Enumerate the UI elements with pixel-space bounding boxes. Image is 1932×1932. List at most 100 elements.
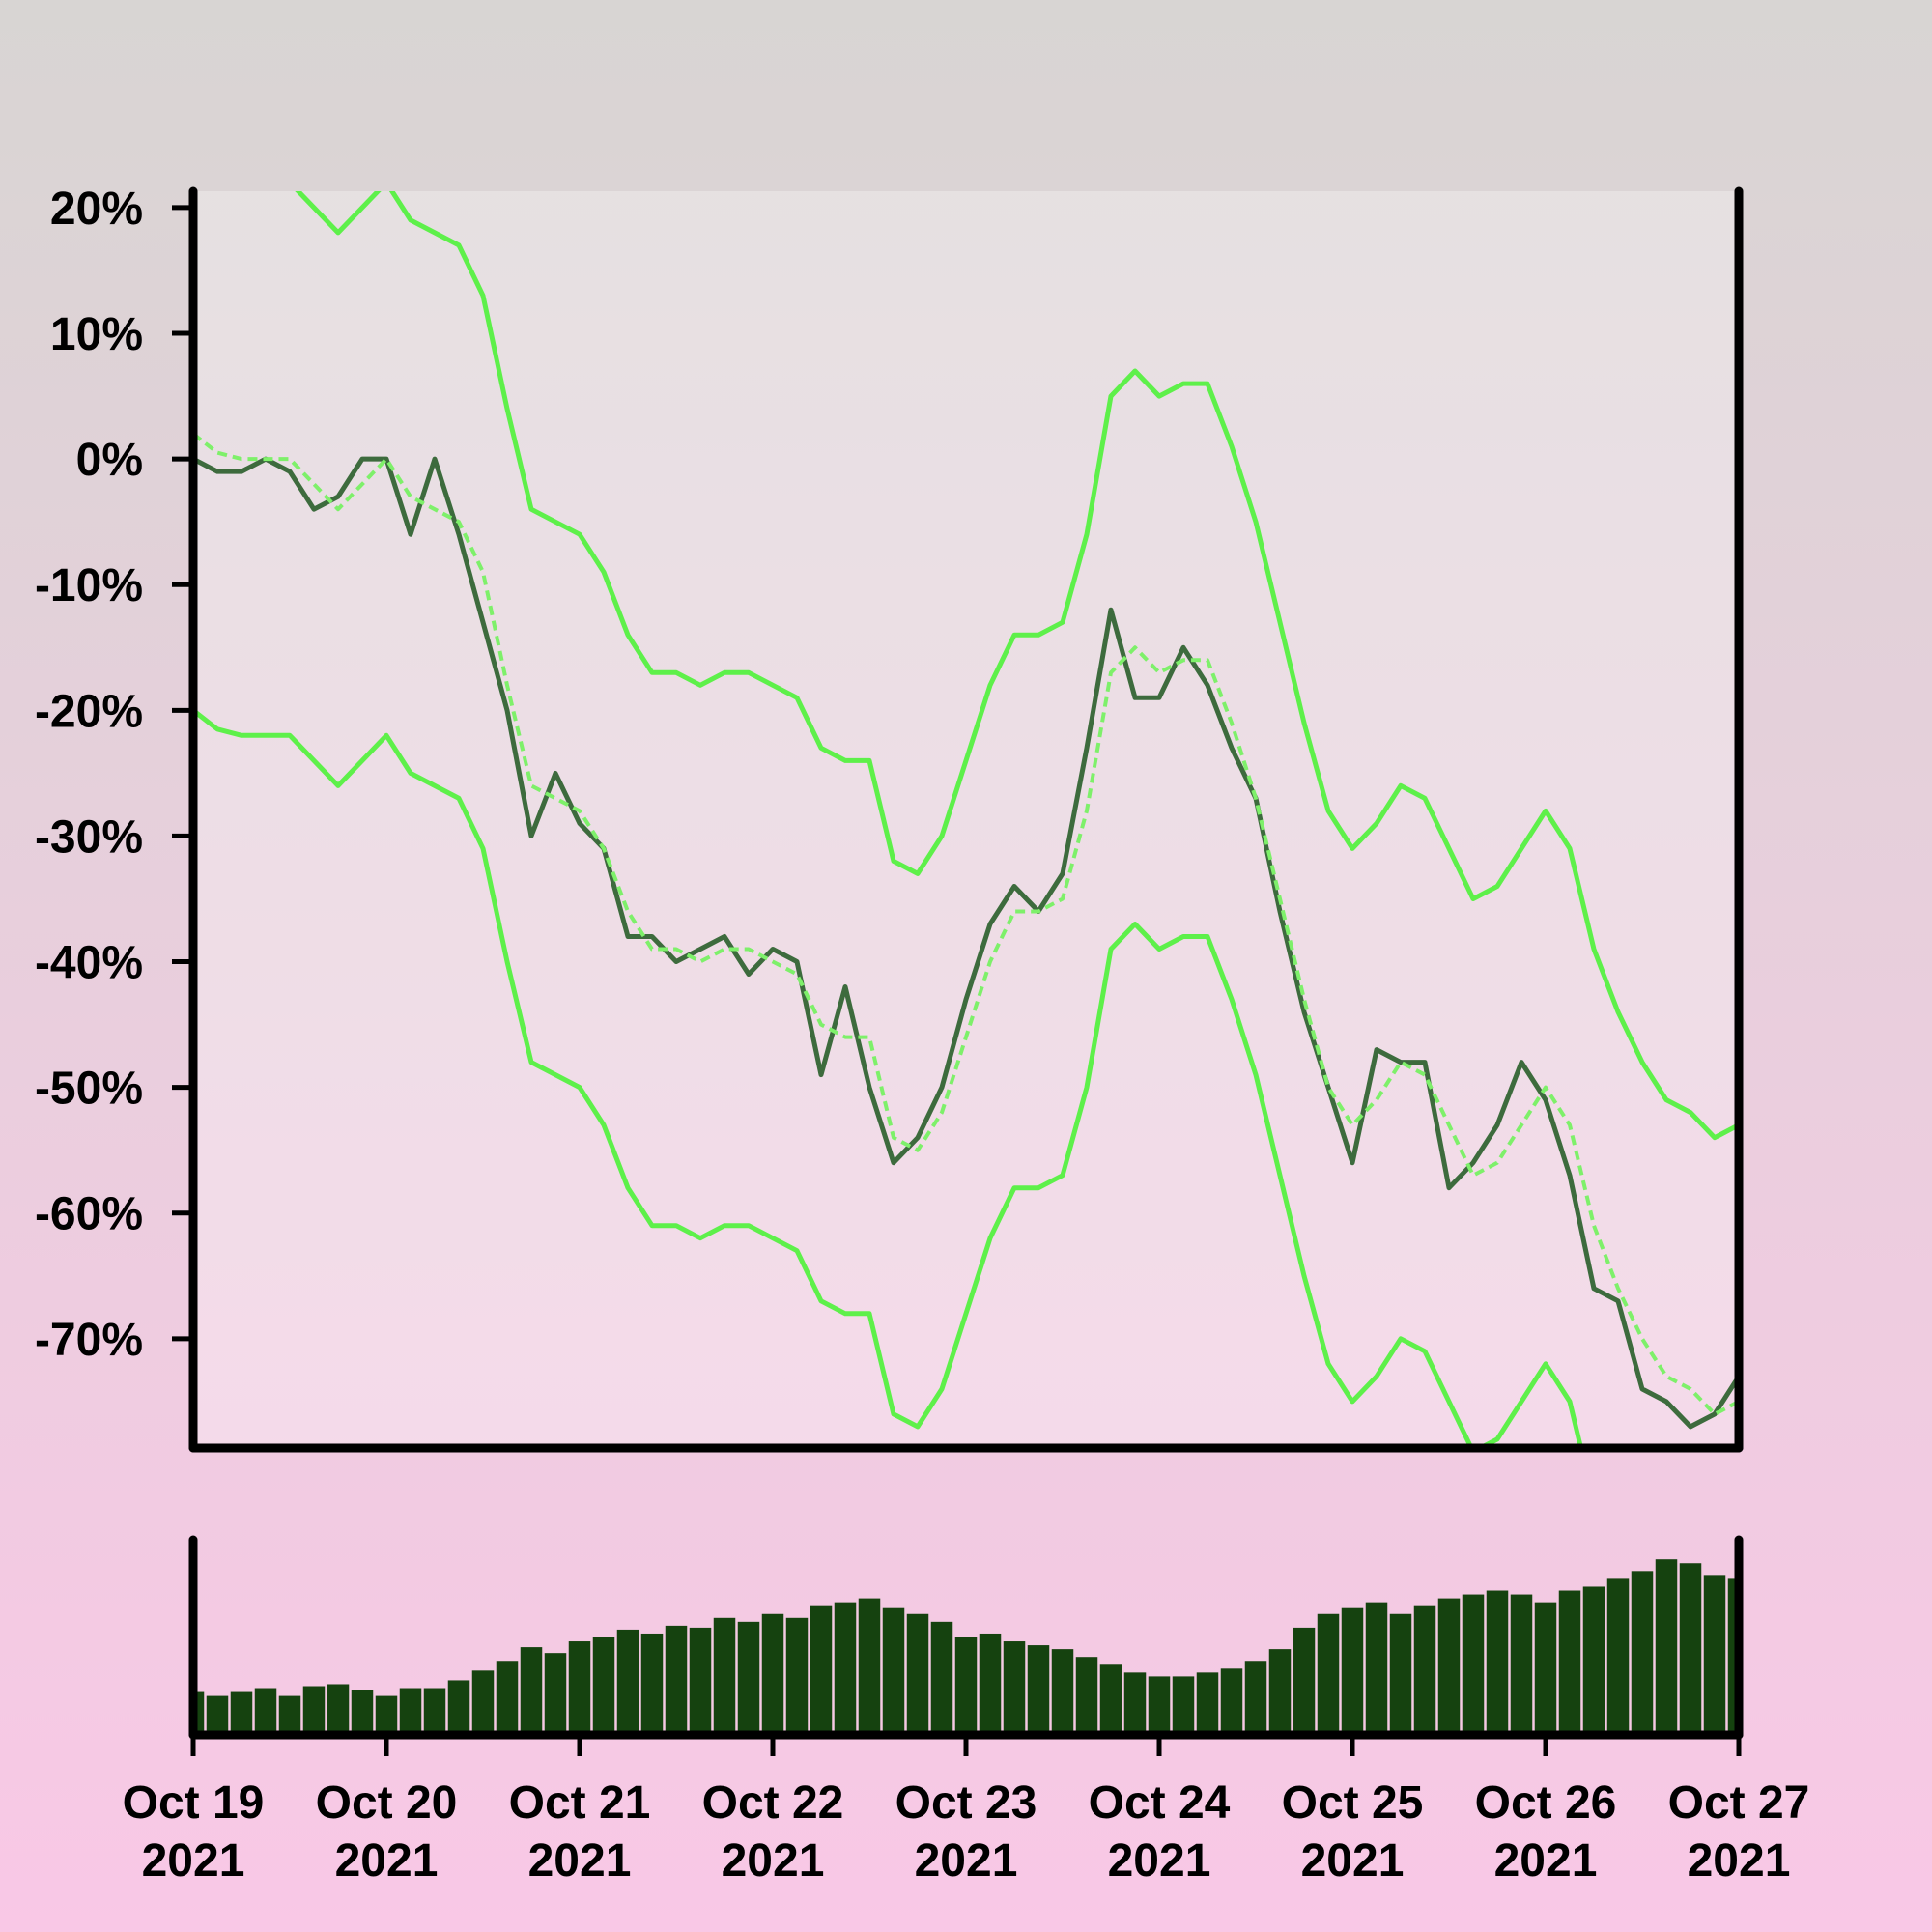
volume-bar bbox=[1558, 1590, 1581, 1735]
volume-bar bbox=[1486, 1590, 1509, 1735]
x-tick-label-line: Oct 19 bbox=[123, 1777, 265, 1829]
y-tick-label: -20% bbox=[35, 686, 143, 737]
volume-bar bbox=[230, 1691, 253, 1735]
volume-bar bbox=[1172, 1676, 1195, 1735]
volume-bar bbox=[351, 1690, 374, 1735]
volume-bar bbox=[616, 1629, 639, 1735]
y-tick-label: -50% bbox=[35, 1064, 143, 1115]
volume-bar bbox=[1317, 1613, 1340, 1735]
volume-bar bbox=[737, 1621, 760, 1735]
volume-bar bbox=[302, 1686, 326, 1735]
volume-bar bbox=[1679, 1563, 1702, 1735]
volume-bar bbox=[1003, 1641, 1026, 1735]
x-tick-label: Oct 23 2021 bbox=[895, 1777, 1037, 1887]
volume-bar bbox=[906, 1613, 929, 1735]
x-tick-label: Oct 20 2021 bbox=[316, 1777, 458, 1887]
volume-bar bbox=[713, 1617, 736, 1735]
volume-bar bbox=[761, 1613, 784, 1735]
x-tick-label-line: Oct 26 bbox=[1475, 1777, 1617, 1829]
volume-bar bbox=[882, 1607, 905, 1735]
volume-bar bbox=[665, 1625, 688, 1735]
volume-bar bbox=[568, 1641, 591, 1735]
y-tick-label: 0% bbox=[76, 435, 143, 486]
x-tick-label-line: 2021 bbox=[915, 1835, 1018, 1887]
x-tick-label-line: 2021 bbox=[528, 1835, 632, 1887]
volume-bar bbox=[1510, 1594, 1533, 1735]
x-tick-label-line: Oct 21 bbox=[509, 1777, 651, 1829]
volume-bar bbox=[423, 1688, 446, 1735]
x-tick-label-line: 2021 bbox=[722, 1835, 825, 1887]
volume-bar bbox=[278, 1695, 301, 1735]
volume-bar bbox=[1293, 1627, 1316, 1735]
volume-bar bbox=[193, 1691, 205, 1735]
volume-bar bbox=[592, 1637, 615, 1735]
series-line bbox=[193, 456, 1739, 1430]
volume-bar bbox=[1389, 1613, 1412, 1735]
volume-bar bbox=[1220, 1668, 1243, 1735]
x-tick-label: Oct 26 2021 bbox=[1475, 1777, 1617, 1887]
x-tick-label-line: Oct 20 bbox=[316, 1777, 458, 1829]
x-tick-label-line: 2021 bbox=[142, 1835, 245, 1887]
volume-bar bbox=[1268, 1649, 1292, 1735]
volume-bar bbox=[640, 1633, 664, 1735]
x-tick-label: Oct 22 2021 bbox=[702, 1777, 844, 1887]
x-tick-label-line: Oct 23 bbox=[895, 1777, 1037, 1829]
volume-bar bbox=[375, 1695, 398, 1735]
x-tick-label-line: 2021 bbox=[1108, 1835, 1211, 1887]
volume-bar bbox=[520, 1647, 543, 1735]
volume-bar bbox=[1413, 1605, 1436, 1735]
volume-bar bbox=[930, 1621, 953, 1735]
volume-bar bbox=[1341, 1607, 1364, 1735]
volume-bar bbox=[1582, 1586, 1605, 1735]
volume-bar bbox=[1365, 1602, 1388, 1735]
volume-bar bbox=[834, 1602, 857, 1735]
volume-bar bbox=[1631, 1571, 1654, 1735]
x-tick-label: Oct 19 2021 bbox=[123, 1777, 265, 1887]
volume-bar bbox=[496, 1661, 519, 1735]
volume-bar bbox=[1075, 1657, 1098, 1735]
x-tick-label: Oct 21 2021 bbox=[509, 1777, 651, 1887]
volume-bar bbox=[1123, 1672, 1147, 1735]
volume-bar bbox=[327, 1684, 350, 1735]
volume-bar bbox=[1534, 1602, 1557, 1735]
plot-area bbox=[193, 191, 1739, 1448]
volume-bar bbox=[1099, 1664, 1122, 1735]
volume-bar bbox=[954, 1637, 978, 1735]
x-tick-label-line: 2021 bbox=[1688, 1835, 1791, 1887]
volume-bar bbox=[1244, 1661, 1267, 1735]
y-tick-label: 10% bbox=[50, 309, 143, 360]
x-tick-label: Oct 24 2021 bbox=[1089, 1777, 1231, 1887]
x-tick-label: Oct 25 2021 bbox=[1282, 1777, 1424, 1887]
y-tick-label: 20% bbox=[50, 184, 143, 235]
x-tick-label-line: Oct 27 bbox=[1668, 1777, 1810, 1829]
x-tick-label-line: Oct 25 bbox=[1282, 1777, 1424, 1829]
volume-bar bbox=[1148, 1676, 1171, 1735]
volume-bar bbox=[979, 1633, 1002, 1735]
y-tick-label: -60% bbox=[35, 1189, 143, 1240]
volume-bar bbox=[1462, 1594, 1485, 1735]
series-line bbox=[193, 432, 1739, 1416]
x-tick-label: Oct 27 2021 bbox=[1668, 1777, 1810, 1887]
volume-bar bbox=[471, 1670, 495, 1735]
volume-bar bbox=[399, 1688, 422, 1735]
volume-bar bbox=[689, 1627, 712, 1735]
volume-bar bbox=[1051, 1649, 1074, 1735]
volume-bar bbox=[1437, 1598, 1461, 1735]
x-tick-label-line: 2021 bbox=[1494, 1835, 1598, 1887]
volume-bar bbox=[1703, 1575, 1726, 1735]
y-tick-label: -10% bbox=[35, 560, 143, 611]
y-tick-label: -40% bbox=[35, 938, 143, 989]
volume-bar bbox=[1727, 1578, 1739, 1735]
volume-bar bbox=[447, 1680, 470, 1735]
x-tick-label-line: Oct 24 bbox=[1089, 1777, 1231, 1829]
series-line bbox=[295, 191, 1739, 1141]
volume-bar bbox=[206, 1695, 229, 1735]
x-tick-label-line: 2021 bbox=[335, 1835, 439, 1887]
volume-bar bbox=[810, 1605, 833, 1735]
volume-bar bbox=[858, 1598, 881, 1735]
volume-bar bbox=[1606, 1578, 1630, 1735]
volume-bar bbox=[1655, 1559, 1678, 1735]
x-tick-label-line: 2021 bbox=[1301, 1835, 1405, 1887]
volume-bar bbox=[254, 1688, 277, 1735]
